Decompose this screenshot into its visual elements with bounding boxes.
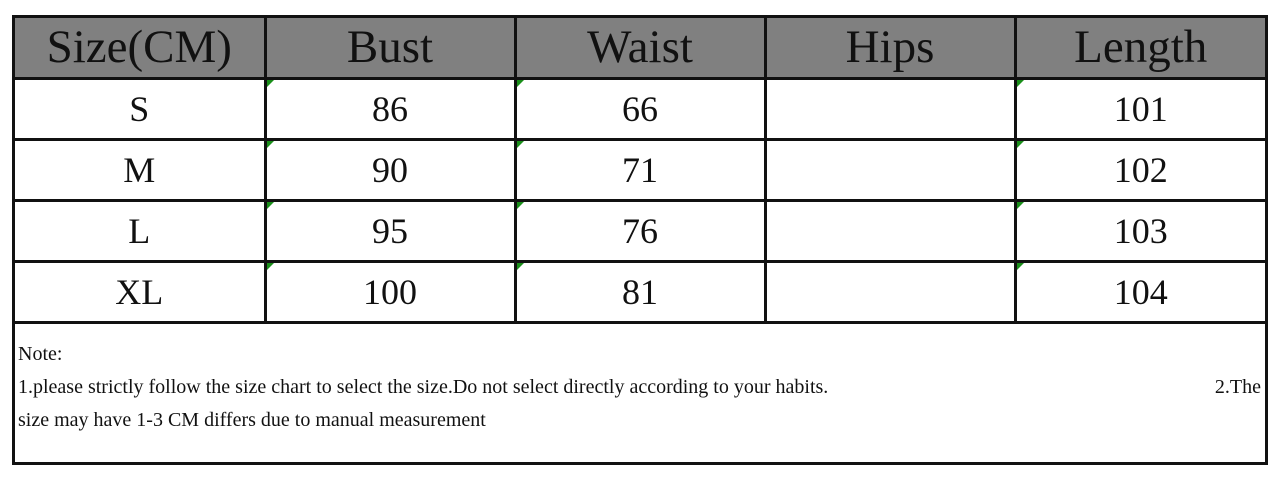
header-bust: Bust	[263, 18, 517, 80]
cell-marker-icon	[1016, 80, 1024, 87]
table-cell	[763, 138, 1017, 202]
table-cell: 66	[513, 77, 767, 141]
cell-marker-icon	[266, 80, 274, 87]
table-cell: M	[15, 138, 267, 202]
table-cell	[763, 77, 1017, 141]
header-length: Length	[1013, 18, 1265, 80]
cell-marker-icon	[266, 141, 274, 148]
table-cell: 90	[263, 138, 517, 202]
table-cell: 100	[263, 260, 517, 324]
header-row: Size(CM) Bust Waist Hips Length	[15, 18, 1265, 80]
table-cell	[763, 199, 1017, 263]
table-row: XL 100 81 104	[15, 260, 1265, 324]
table-cell: 81	[513, 260, 767, 324]
cell-marker-icon	[266, 263, 274, 270]
size-chart: Size(CM) Bust Waist Hips Length S 86 66 101…	[12, 15, 1268, 465]
cell-marker-icon	[516, 80, 524, 87]
cell-marker-icon	[516, 202, 524, 209]
note-line-1: 1.please strictly follow the size chart …	[18, 376, 829, 398]
note-title: Note:	[18, 343, 63, 365]
table-row: L 95 76 103	[15, 199, 1265, 263]
note-line-2: size may have 1-3 CM differs due to manu…	[18, 409, 486, 431]
table-cell: 102	[1013, 138, 1265, 202]
table-row: S 86 66 101	[15, 77, 1265, 141]
table-cell: 103	[1013, 199, 1265, 263]
note-line-1-continued: 2.The	[1214, 376, 1261, 398]
table-cell: 95	[263, 199, 517, 263]
header-hips: Hips	[763, 18, 1017, 80]
cell-marker-icon	[266, 202, 274, 209]
cell-marker-icon	[1016, 141, 1024, 148]
table-cell: XL	[15, 260, 267, 324]
table-cell: L	[15, 199, 267, 263]
table-cell: S	[15, 77, 267, 141]
table-cell	[763, 260, 1017, 324]
note-section: Note: 1.please strictly follow the size …	[15, 324, 1265, 450]
table-cell: 76	[513, 199, 767, 263]
header-waist: Waist	[513, 18, 767, 80]
table-cell: 101	[1013, 77, 1265, 141]
cell-marker-icon	[1016, 263, 1024, 270]
cell-marker-icon	[1016, 202, 1024, 209]
table-cell: 86	[263, 77, 517, 141]
table-cell: 71	[513, 138, 767, 202]
cell-marker-icon	[516, 141, 524, 148]
table-row: M 90 71 102	[15, 138, 1265, 202]
cell-marker-icon	[516, 263, 524, 270]
size-table: Size(CM) Bust Waist Hips Length S 86 66 101…	[15, 18, 1265, 324]
table-cell: 104	[1013, 260, 1265, 324]
header-size: Size(CM)	[15, 18, 267, 80]
